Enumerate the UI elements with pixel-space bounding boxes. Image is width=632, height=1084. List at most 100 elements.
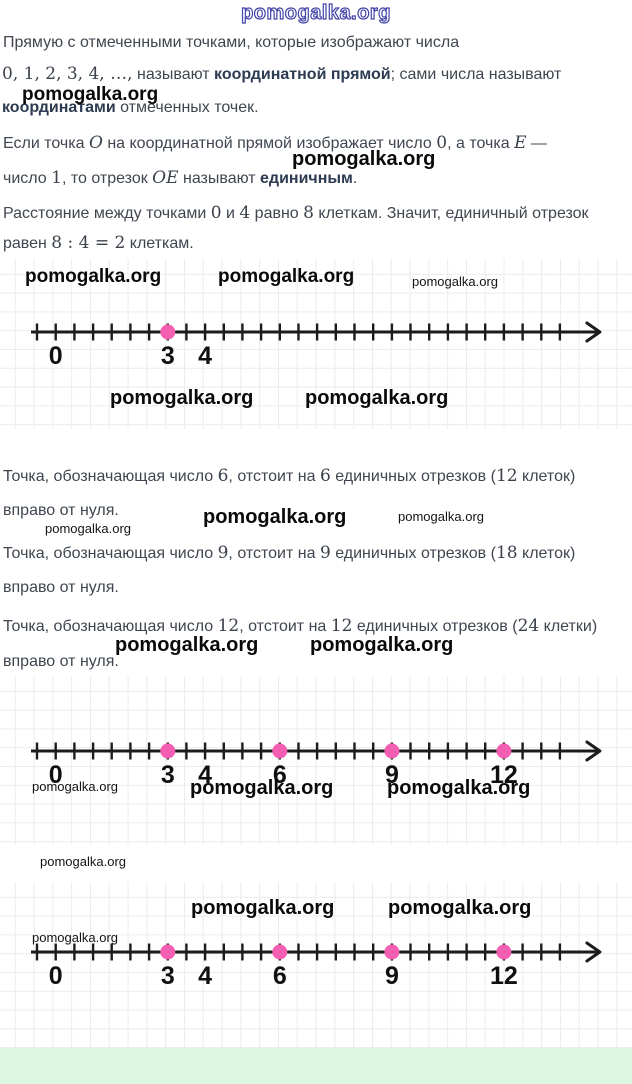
text-run: клеток) (517, 545, 576, 562)
text-run: клетки) (539, 618, 598, 635)
watermark: pomogalka.org (387, 777, 531, 799)
text-run: и (221, 205, 240, 222)
math-number: 12 (330, 616, 353, 636)
watermark-outline: pomogalka.org (240, 1, 391, 24)
footer-strip (0, 1048, 632, 1084)
text-run: вправо от нуля. (3, 653, 119, 670)
text-run: вправо от нуля. (3, 502, 119, 519)
watermark: pomogalka.org (40, 854, 126, 869)
watermark: pomogalka.org (45, 521, 131, 536)
text-run: единичных отрезков ( (352, 618, 518, 635)
text-run: Точка, обозначающая число (3, 618, 218, 635)
svg-text:6: 6 (273, 962, 287, 990)
watermark: pomogalka.org (292, 148, 436, 170)
svg-text:4: 4 (198, 342, 212, 370)
math-equation: 8 : 4 = 2 (51, 233, 126, 253)
math-number: 8 (303, 203, 314, 223)
watermark: pomogalka.org (310, 634, 454, 656)
watermark: pomogalka.org (412, 274, 498, 289)
intro-line-1: Прямую с отмеченными точками, которые из… (3, 33, 459, 53)
text-run: , отстоит на (228, 468, 320, 485)
svg-text:0: 0 (49, 761, 63, 789)
number-line-2: 0 3 4 6 9 12 (31, 740, 602, 789)
text-run: называют (178, 170, 261, 187)
graph-paper-3: 0 3 4 6 9 12 pomogalka.org pomogalka.org pomo… (0, 882, 632, 1048)
text-run: вправо от нуля. (3, 579, 119, 596)
distance-line-1: Расстояние между точками 0 и 4 равно 8 к… (3, 203, 589, 224)
math-number: 6 (217, 466, 229, 486)
text-run: . (352, 170, 358, 187)
text-run: Точка, обозначающая число (3, 545, 218, 562)
unit-segment-line-1: Если точка O на координатной прямой изоб… (3, 133, 547, 154)
intro-line-2: 0, 1, 2, 3, 4, …, называют координатной … (2, 64, 561, 85)
point-12-line-1: Точка, обозначающая число 12, отстоит на… (3, 616, 597, 637)
watermark: pomogalka.org (203, 506, 347, 528)
watermark: pomogalka.org (115, 634, 259, 656)
watermark: pomogalka.org (388, 897, 532, 919)
math-number: 12 (495, 466, 518, 486)
point-12-line-2: вправо от нуля. (3, 652, 119, 672)
text-run: , отстоит на (228, 545, 320, 562)
svg-text:0: 0 (49, 962, 63, 990)
text-run: равен (3, 235, 52, 252)
text-run: называют (132, 66, 215, 83)
text-run: Точка, обозначающая число (3, 468, 218, 485)
point-6-line-1: Точка, обозначающая число 6, отстоит на … (3, 466, 575, 487)
math-number: 6 (319, 466, 331, 486)
svg-text:4: 4 (198, 761, 212, 789)
math-number: 9 (217, 543, 229, 563)
text-run: единичных отрезков ( (330, 468, 496, 485)
watermark: pomogalka.org (218, 266, 355, 287)
intro-line-3: координатами отмеченных точек. (2, 98, 259, 118)
math-numbers: 0, 1, 2, 3, 4, …, (2, 64, 133, 84)
svg-text:6: 6 (273, 761, 287, 789)
math-number: 1 (51, 168, 62, 188)
watermark: pomogalka.org (305, 387, 449, 409)
text-run: единичных отрезков ( (330, 545, 496, 562)
math-number: 4 (239, 203, 251, 223)
math-number: 0 (210, 203, 222, 223)
svg-text:3: 3 (161, 342, 175, 370)
watermark: pomogalka.org (32, 930, 118, 945)
text-run: число (3, 170, 52, 187)
watermark: pomogalka.org (25, 266, 162, 287)
math-number: 9 (319, 543, 331, 563)
text-run: , а точка (447, 135, 515, 152)
math-number: 0 (436, 133, 448, 153)
text-run: клеток) (517, 468, 576, 485)
text-run: Расстояние между точками (3, 205, 211, 222)
distance-line-2: равен 8 : 4 = 2 клеткам. (3, 233, 194, 254)
term-unit-segment: единичным (260, 170, 353, 187)
number-line-3: 0 3 4 6 9 12 (31, 941, 602, 990)
text-run: клеткам. (125, 235, 194, 252)
point-6-line-2: вправо от нуля. (3, 501, 119, 521)
text-run: , то отрезок (61, 170, 153, 187)
watermark: pomogalka.org (32, 779, 118, 794)
unit-segment-line-2: число 1, то отрезок OE называют единичны… (3, 168, 357, 189)
term-coordinate-line: координатной прямой (214, 66, 391, 83)
text-run: на координатной прямой изображает число (102, 135, 437, 152)
svg-text:12: 12 (490, 962, 518, 990)
math-number: 12 (217, 616, 240, 636)
text-run: клеткам. Значит, единичный отрезок (313, 205, 589, 222)
math-point-O: O (88, 133, 103, 153)
math-number: 18 (495, 543, 518, 563)
watermark: pomogalka.org (22, 84, 159, 105)
math-point-E: E (514, 133, 527, 153)
term-coordinates: координатами (2, 99, 116, 116)
svg-text:3: 3 (161, 761, 175, 789)
math-segment-OE: OE (152, 168, 179, 188)
watermark: pomogalka.org (191, 897, 335, 919)
point-9-line-2: вправо от нуля. (3, 578, 119, 598)
text-run: — (526, 135, 547, 152)
text-run: ; сами числа называют (390, 66, 562, 83)
svg-text:12: 12 (490, 761, 518, 789)
math-number: 24 (517, 616, 540, 636)
watermark: pomogalka.org (398, 509, 484, 524)
svg-text:9: 9 (385, 761, 399, 789)
svg-text:0: 0 (49, 342, 63, 370)
watermark: pomogalka.org (110, 387, 254, 409)
